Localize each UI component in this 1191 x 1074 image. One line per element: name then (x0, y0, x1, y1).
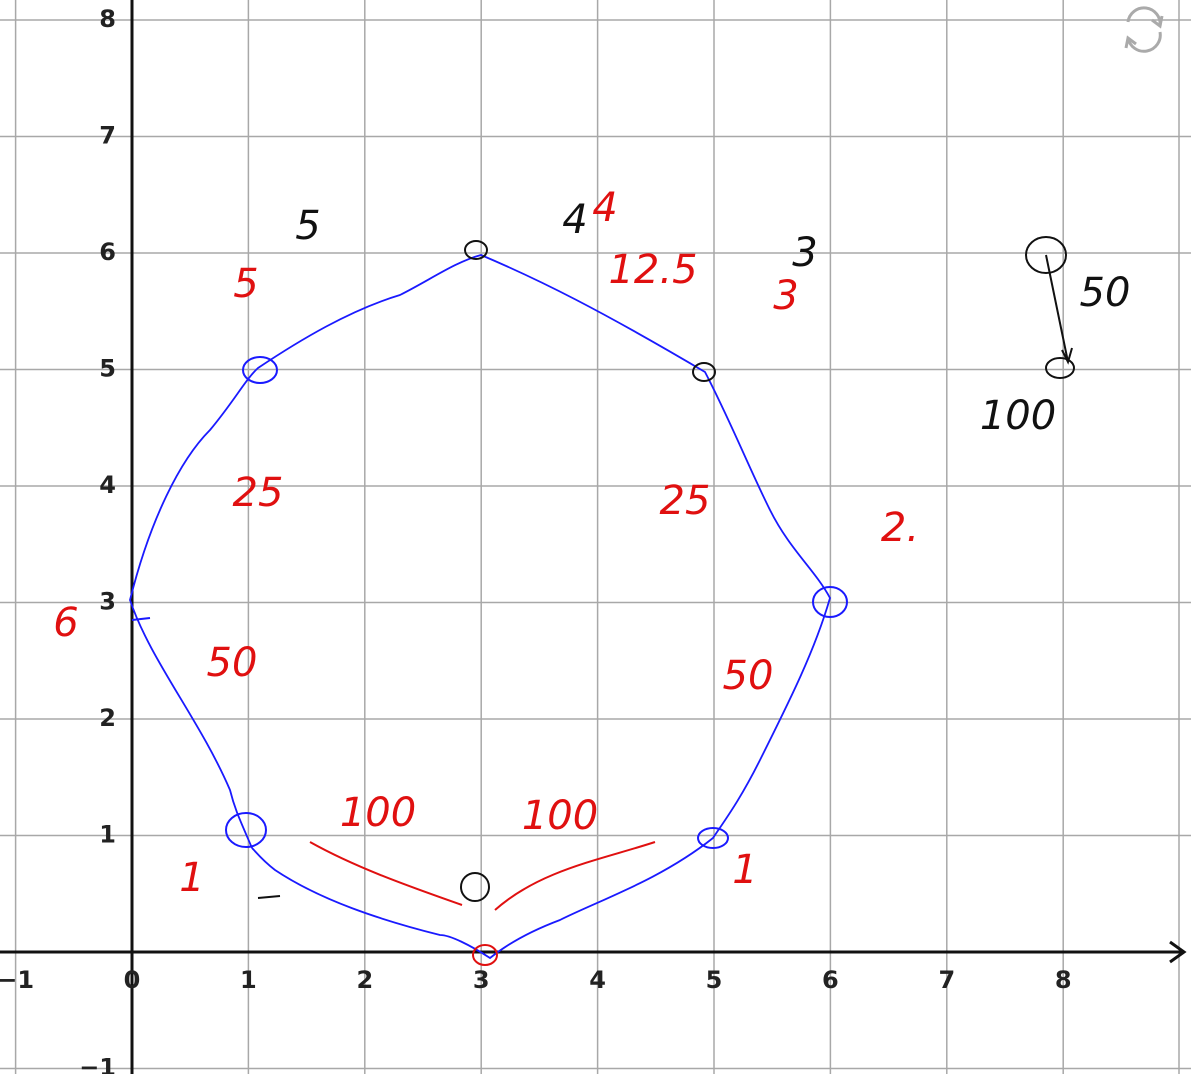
x-tick-label: 1 (240, 966, 257, 994)
annotations: 5 4 3 50 100 5 4 12.5 3 2. 25 25 6 50 50… (53, 185, 1130, 901)
annotation: 50 (207, 640, 258, 686)
refresh-arc (1126, 31, 1162, 53)
y-tick-label: 3 (99, 588, 116, 616)
annotation: 5 (233, 261, 258, 307)
refresh-arrow (1124, 35, 1137, 49)
annotation: 4 (592, 185, 617, 231)
annotation: 25 (660, 478, 711, 524)
y-tick-label: 5 (99, 355, 116, 383)
vertex-circle (225, 812, 267, 848)
vertex-circle (464, 240, 488, 260)
annotation: 3 (773, 273, 798, 319)
annotation: 100 (980, 393, 1056, 439)
x-tick-label: 3 (473, 966, 490, 994)
refresh-arc (1126, 6, 1162, 27)
x-tick-label: 5 (706, 966, 723, 994)
annotation: 1 (732, 847, 757, 893)
black-stroke (257, 895, 281, 899)
annotation: 5 (295, 203, 320, 249)
annotation: 12.5 (608, 247, 697, 293)
tick-labels: −1 0 1 2 3 4 5 6 7 8 −1 1 2 3 4 5 6 7 8 (0, 5, 1072, 1074)
annotation: 100 (522, 793, 598, 839)
vertex-circle (242, 356, 278, 384)
annotation: 50 (1080, 270, 1131, 316)
annotation: 3 (792, 230, 817, 276)
vertex-circle (692, 362, 716, 382)
blue-stroke (131, 617, 151, 621)
y-tick-label: 8 (99, 5, 116, 33)
refresh-arrow (1151, 15, 1164, 29)
hand-drawn-marks (131, 236, 1075, 966)
vertex-circle (697, 827, 729, 849)
x-tick-label: 6 (822, 966, 839, 994)
red-stroke (309, 841, 463, 906)
y-tick-label: 7 (99, 122, 116, 150)
y-tick-label: 4 (99, 471, 116, 499)
x-tick-label: 0 (124, 966, 141, 994)
y-tick-label: −1 (79, 1054, 116, 1074)
hand-drawn-polygon (129, 254, 831, 960)
annotation: 100 (340, 790, 416, 836)
annotation: 50 (723, 653, 774, 699)
vertex-circle (472, 944, 498, 966)
point-circle (1045, 357, 1075, 379)
x-tick-label: 8 (1055, 966, 1072, 994)
annotation: 1 (179, 855, 204, 901)
x-tick-label: 4 (589, 966, 606, 994)
y-tick-label: 6 (99, 238, 116, 266)
x-tick-label: 7 (938, 966, 955, 994)
arrow-stroke (1045, 254, 1073, 365)
x-axis-arrow (1169, 940, 1187, 964)
annotation: 4 (562, 197, 587, 243)
point-circle (1025, 236, 1067, 274)
red-stroke (494, 841, 656, 911)
vertex-circle (812, 586, 848, 618)
x-tick-label: 2 (356, 966, 373, 994)
x-tick-label: −1 (0, 966, 34, 994)
vertex-circle (460, 872, 490, 902)
annotation: 25 (233, 470, 284, 516)
refresh-button[interactable] (1124, 6, 1164, 53)
annotation: 6 (53, 600, 78, 646)
annotation: 2. (881, 505, 919, 551)
y-tick-label: 1 (99, 821, 116, 849)
y-tick-label: 2 (99, 704, 116, 732)
